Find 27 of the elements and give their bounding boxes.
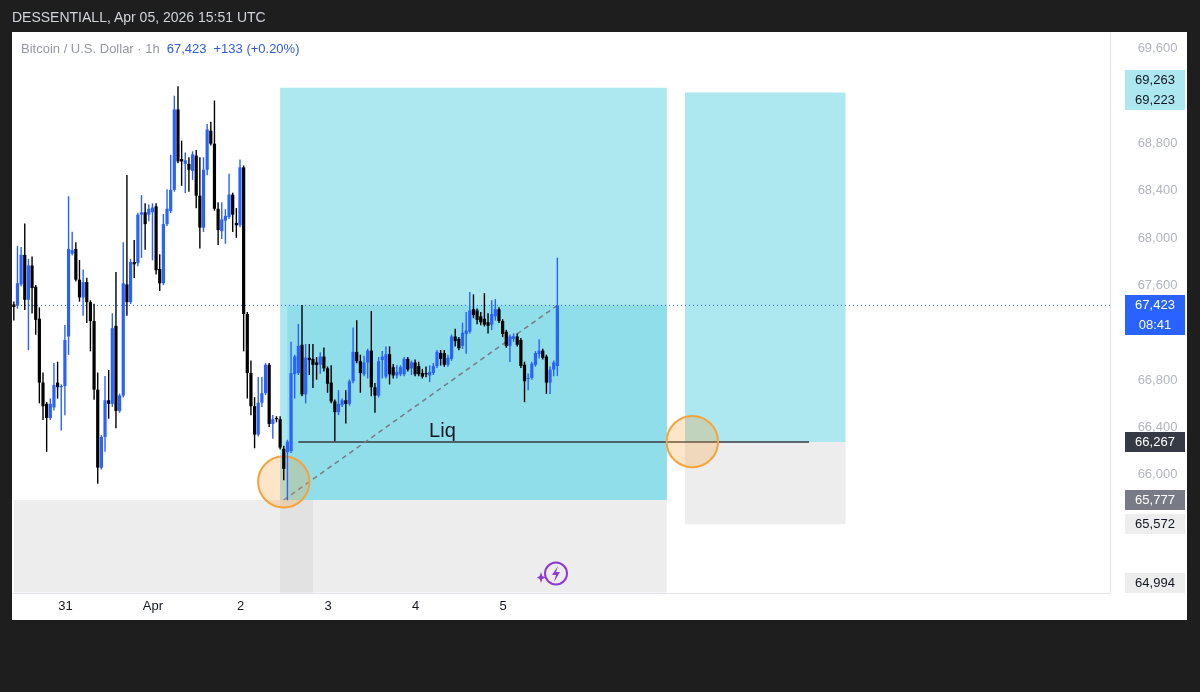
text: 66,267 bbox=[1125, 432, 1185, 453]
text: 64,994 bbox=[1125, 573, 1185, 593]
y-tick-label: 68,800 bbox=[1137, 135, 1178, 151]
text: Bitcoin / U.S. Dollar · 1h bbox=[21, 41, 160, 56]
annotation: 67,423 bbox=[166, 41, 207, 56]
x-tick-label: 4 bbox=[411, 597, 420, 613]
text: 65,777 bbox=[1125, 489, 1185, 510]
annotation: Liq bbox=[429, 419, 456, 442]
y-tick-label: 68,000 bbox=[1137, 229, 1178, 245]
x-tick-label: 31 bbox=[58, 597, 73, 613]
text: 69,223 bbox=[1125, 90, 1185, 111]
text: 08:41 bbox=[1125, 315, 1185, 336]
x-tick-label: Apr bbox=[142, 597, 164, 613]
chart-title: DESSENTIALL, Apr 05, 2026 15:51 UTC bbox=[12, 8, 266, 26]
y-tick-label: 68,400 bbox=[1137, 182, 1178, 198]
ref-line-label: 67,423 bbox=[1125, 295, 1185, 316]
x-tick-label: 3 bbox=[324, 597, 332, 613]
y-tick-label: 66,000 bbox=[1137, 466, 1178, 482]
annotation: +133 (+0.20%) bbox=[213, 41, 300, 56]
x-tick-label: 2 bbox=[236, 597, 245, 613]
y-tick-label: 66,800 bbox=[1137, 371, 1178, 387]
text: 65,572 bbox=[1125, 514, 1185, 535]
y-tick-label: 69,600 bbox=[1137, 40, 1178, 56]
x-tick-label: 5 bbox=[499, 597, 507, 613]
y-tick-label: 67,600 bbox=[1137, 276, 1178, 292]
y-tick-label: 66,400 bbox=[1137, 418, 1178, 434]
text: 69,263 bbox=[1125, 70, 1185, 91]
